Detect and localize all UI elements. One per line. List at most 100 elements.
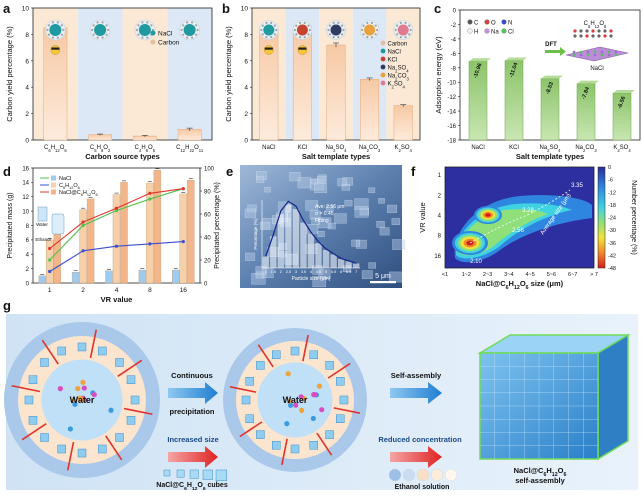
nacl-particle-icon-atom	[107, 28, 110, 32]
nacl-cube	[325, 361, 334, 370]
y-axis-label-right: Precipitated percentage (%)	[214, 182, 221, 269]
y-tick-label: -16	[447, 124, 456, 130]
series-point	[81, 249, 85, 253]
salt-particle-icon-atom	[293, 28, 296, 32]
x-tick-label: 3~4	[504, 272, 513, 278]
hist-bar	[300, 222, 307, 268]
bar-top-face	[613, 90, 635, 94]
scale-bar-label: 5 μm	[375, 273, 391, 280]
salt-particle-icon-atom	[399, 36, 402, 39]
nacl-cube	[40, 433, 49, 442]
smiley-icon	[50, 45, 61, 55]
inset-label: Water	[36, 222, 48, 227]
red-dash	[327, 362, 351, 379]
nacl-cube	[28, 416, 38, 425]
bar	[71, 272, 80, 284]
red-dash	[66, 441, 75, 471]
slab-atom	[614, 53, 618, 57]
x-tick-label: K2SO4	[613, 145, 631, 153]
salt-particle-icon-atom	[394, 28, 397, 32]
y-tick-label: -8	[451, 66, 457, 72]
smiley-icon	[264, 45, 274, 55]
legend-marker	[380, 56, 386, 62]
x-tick-label: NaCl	[262, 145, 275, 151]
sem-particle	[245, 252, 256, 261]
red-dash	[21, 423, 47, 441]
legend-marker	[380, 72, 386, 78]
nacl-particle-icon-atom	[196, 28, 199, 32]
y-tick-label-right: 20	[204, 258, 211, 264]
series-point	[114, 206, 119, 210]
salt-particle-icon-atom	[295, 33, 298, 36]
salt-particle-icon-atom	[370, 21, 374, 24]
salt-particle-icon-atom	[328, 33, 332, 36]
y-tick-label: 4	[244, 85, 248, 92]
panel-letter-a: a	[3, 1, 11, 16]
hist-bar	[285, 204, 292, 268]
bar-top-face	[577, 80, 599, 84]
smiley-icon	[297, 45, 308, 55]
ion-dot	[75, 385, 81, 392]
sem-particle	[244, 208, 256, 218]
annotation-label: 3.35	[571, 183, 583, 189]
nacl-cube	[40, 358, 49, 367]
y-tick-label: 10	[22, 209, 29, 215]
salt-particle-icon-atom	[273, 24, 276, 27]
dft-arrow-icon	[545, 47, 566, 56]
salt-particle-icon-atom	[337, 36, 340, 39]
salt-particle-icon-atom	[303, 36, 306, 39]
arrow-self-assembly	[390, 382, 442, 404]
water-label-2: Water	[283, 395, 308, 405]
nacl-particle-icon-atom	[60, 24, 63, 27]
red-dash	[239, 421, 263, 438]
bar	[88, 134, 113, 141]
y-tick-label: 2	[25, 111, 29, 118]
sem-particle	[376, 220, 385, 228]
y-tick-label: 8	[244, 32, 248, 39]
red-dash	[316, 432, 333, 456]
x-axis-label: Carbon source types	[85, 152, 160, 161]
average-size-curve	[469, 189, 571, 244]
salt-particle-icon-atom	[408, 24, 411, 27]
sem-particle	[325, 205, 334, 212]
ion-dot	[80, 379, 86, 385]
series-point	[148, 191, 152, 195]
sem-particle	[354, 198, 369, 210]
nacl-particle-icon-atom	[47, 33, 51, 36]
slab-atom	[586, 50, 590, 54]
nacl-cube-small	[163, 469, 171, 477]
sem-particle	[368, 187, 376, 194]
nacl-particle-icon-atom	[51, 36, 55, 39]
hist-tick-label: 4	[310, 270, 312, 274]
red-dash	[257, 344, 274, 368]
sem-particle	[389, 271, 403, 283]
slab-atom	[579, 50, 583, 54]
legend-marker	[484, 28, 490, 34]
ion-dot	[284, 421, 290, 427]
salt-particle-icon-atom	[337, 21, 340, 24]
nacl-particle-icon-atom	[180, 28, 183, 32]
nacl-particle-icon-atom	[194, 33, 198, 36]
sem-particle	[314, 182, 327, 194]
legend-label: NaCl	[59, 176, 71, 182]
hist-tick-label: 6	[340, 270, 342, 274]
red-dash	[333, 407, 361, 414]
colorbar-tick-label: -24	[608, 216, 616, 222]
salt-particle-icon-atom	[376, 28, 379, 32]
nacl-cube	[309, 440, 318, 450]
legend-marker	[380, 48, 386, 54]
nacl-particle-icon-atom	[62, 28, 65, 32]
legend-label: Na2SO4	[388, 65, 410, 73]
x-tick-label: KCl	[298, 145, 308, 151]
molecule-atom	[579, 29, 583, 33]
arrow-reduced-concentration	[390, 446, 442, 468]
legend-marker	[484, 19, 490, 25]
colorbar-label: Number percentage (%)	[630, 180, 637, 255]
colorbar-tick-label: -18	[608, 203, 616, 209]
red-dash	[41, 339, 59, 365]
bar	[326, 44, 346, 141]
sem-particle	[312, 276, 327, 288]
ethanol-label: Ethanol solution	[395, 484, 450, 491]
nacl-particle-icon-atom	[141, 36, 144, 39]
